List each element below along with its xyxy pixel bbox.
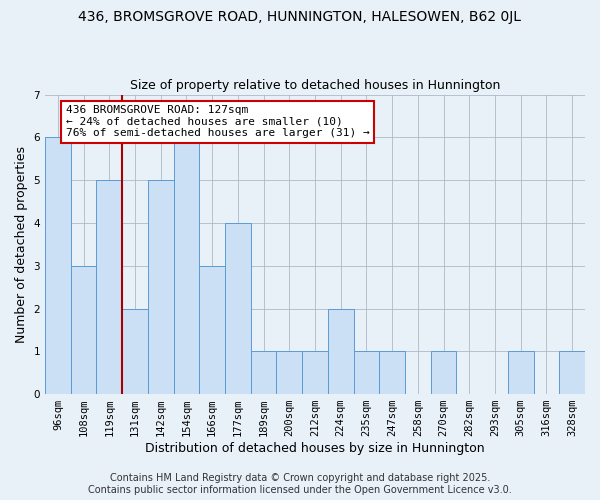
Bar — [225, 223, 251, 394]
Title: Size of property relative to detached houses in Hunnington: Size of property relative to detached ho… — [130, 79, 500, 92]
Bar — [45, 138, 71, 394]
Text: 436 BROMSGROVE ROAD: 127sqm
← 24% of detached houses are smaller (10)
76% of sem: 436 BROMSGROVE ROAD: 127sqm ← 24% of det… — [65, 106, 370, 138]
Bar — [353, 352, 379, 394]
Bar — [559, 352, 585, 394]
X-axis label: Distribution of detached houses by size in Hunnington: Distribution of detached houses by size … — [145, 442, 485, 455]
Bar — [71, 266, 97, 394]
Bar — [277, 352, 302, 394]
Bar — [431, 352, 457, 394]
Bar — [122, 308, 148, 394]
Text: Contains HM Land Registry data © Crown copyright and database right 2025.
Contai: Contains HM Land Registry data © Crown c… — [88, 474, 512, 495]
Bar — [379, 352, 405, 394]
Bar — [97, 180, 122, 394]
Bar — [173, 138, 199, 394]
Bar — [251, 352, 277, 394]
Bar — [302, 352, 328, 394]
Bar — [328, 308, 353, 394]
Bar — [148, 180, 173, 394]
Bar — [199, 266, 225, 394]
Text: 436, BROMSGROVE ROAD, HUNNINGTON, HALESOWEN, B62 0JL: 436, BROMSGROVE ROAD, HUNNINGTON, HALESO… — [79, 10, 521, 24]
Bar — [508, 352, 533, 394]
Y-axis label: Number of detached properties: Number of detached properties — [15, 146, 28, 343]
